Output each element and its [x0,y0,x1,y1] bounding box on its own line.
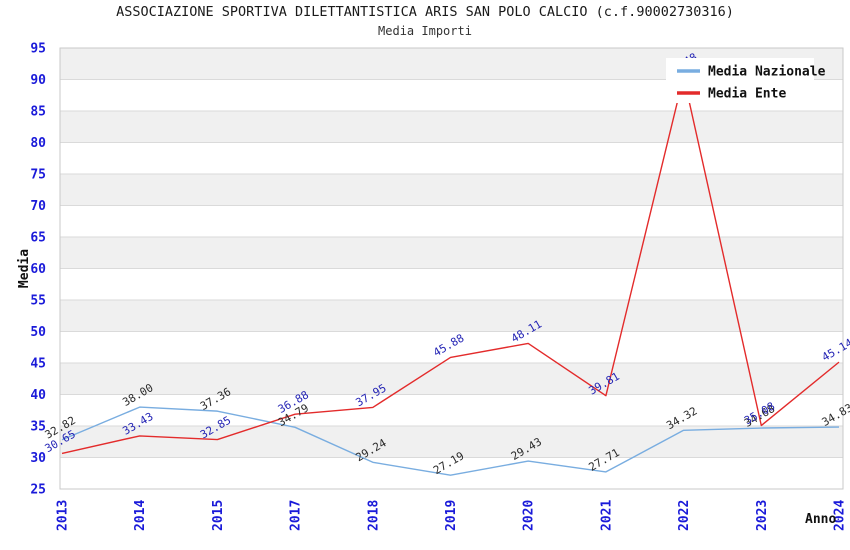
band [60,237,843,269]
band [60,300,843,332]
y-tick-label: 40 [30,388,46,403]
x-tick-label: 2013 [56,500,71,531]
y-tick-label: 90 [30,73,46,88]
y-tick-label: 25 [30,483,46,498]
y-tick-label: 30 [30,451,46,466]
chart-title: ASSOCIAZIONE SPORTIVA DILETTANTISTICA AR… [116,4,734,20]
plot-border [59,47,844,490]
y-tick-label: 60 [30,262,46,277]
x-axis-ticks: 2013 2014 2015 2017 2018 2019 2020 2021 2022 2023… [56,500,848,531]
y-tick-label: 75 [30,168,46,183]
x-tick-label: 2015 [211,500,226,531]
y-tick-label: 35 [30,420,46,435]
y-tick-label: 80 [30,136,46,151]
legend: Media Nazionale Media Ente [666,58,826,103]
x-tick-label: 2024 [833,500,848,531]
legend-label-media-nazionale: Media Nazionale [708,65,826,80]
x-tick-label: 2020 [522,500,537,531]
band [60,426,843,458]
y-axis-ticks: 25 30 35 40 45 50 55 60 65 70 75 80 85 90 95 [30,42,46,498]
band [60,363,843,395]
x-axis-title: Anno [805,512,836,527]
y-tick-label: 45 [30,357,46,372]
band [60,111,843,143]
x-tick-label: 2017 [289,500,304,531]
y-tick-label: 85 [30,105,46,120]
x-tick-label: 2018 [366,500,381,531]
chart-subtitle: Media Importi [378,24,472,38]
legend-box [666,58,814,103]
series-line-media-ente [61,75,840,455]
x-tick-label: 2019 [444,500,459,531]
data-label: 34.83 [820,401,850,429]
x-tick-label: 2023 [755,500,770,531]
y-tick-label: 50 [30,325,46,340]
x-tick-label: 2014 [133,500,148,531]
y-tick-label: 95 [30,42,46,57]
y-tick-label: 65 [30,231,46,246]
y-axis-title: Media [17,249,32,288]
x-tick-label: 2022 [677,500,692,531]
x-tick-label: 2021 [599,500,614,531]
band [60,174,843,206]
legend-label-media-ente: Media Ente [708,87,786,102]
plot-bands [60,48,843,458]
series-line-media-nazionale [61,406,840,476]
y-tick-label: 70 [30,199,46,214]
y-tick-label: 55 [30,294,46,309]
data-label: 45.14 [820,336,850,364]
